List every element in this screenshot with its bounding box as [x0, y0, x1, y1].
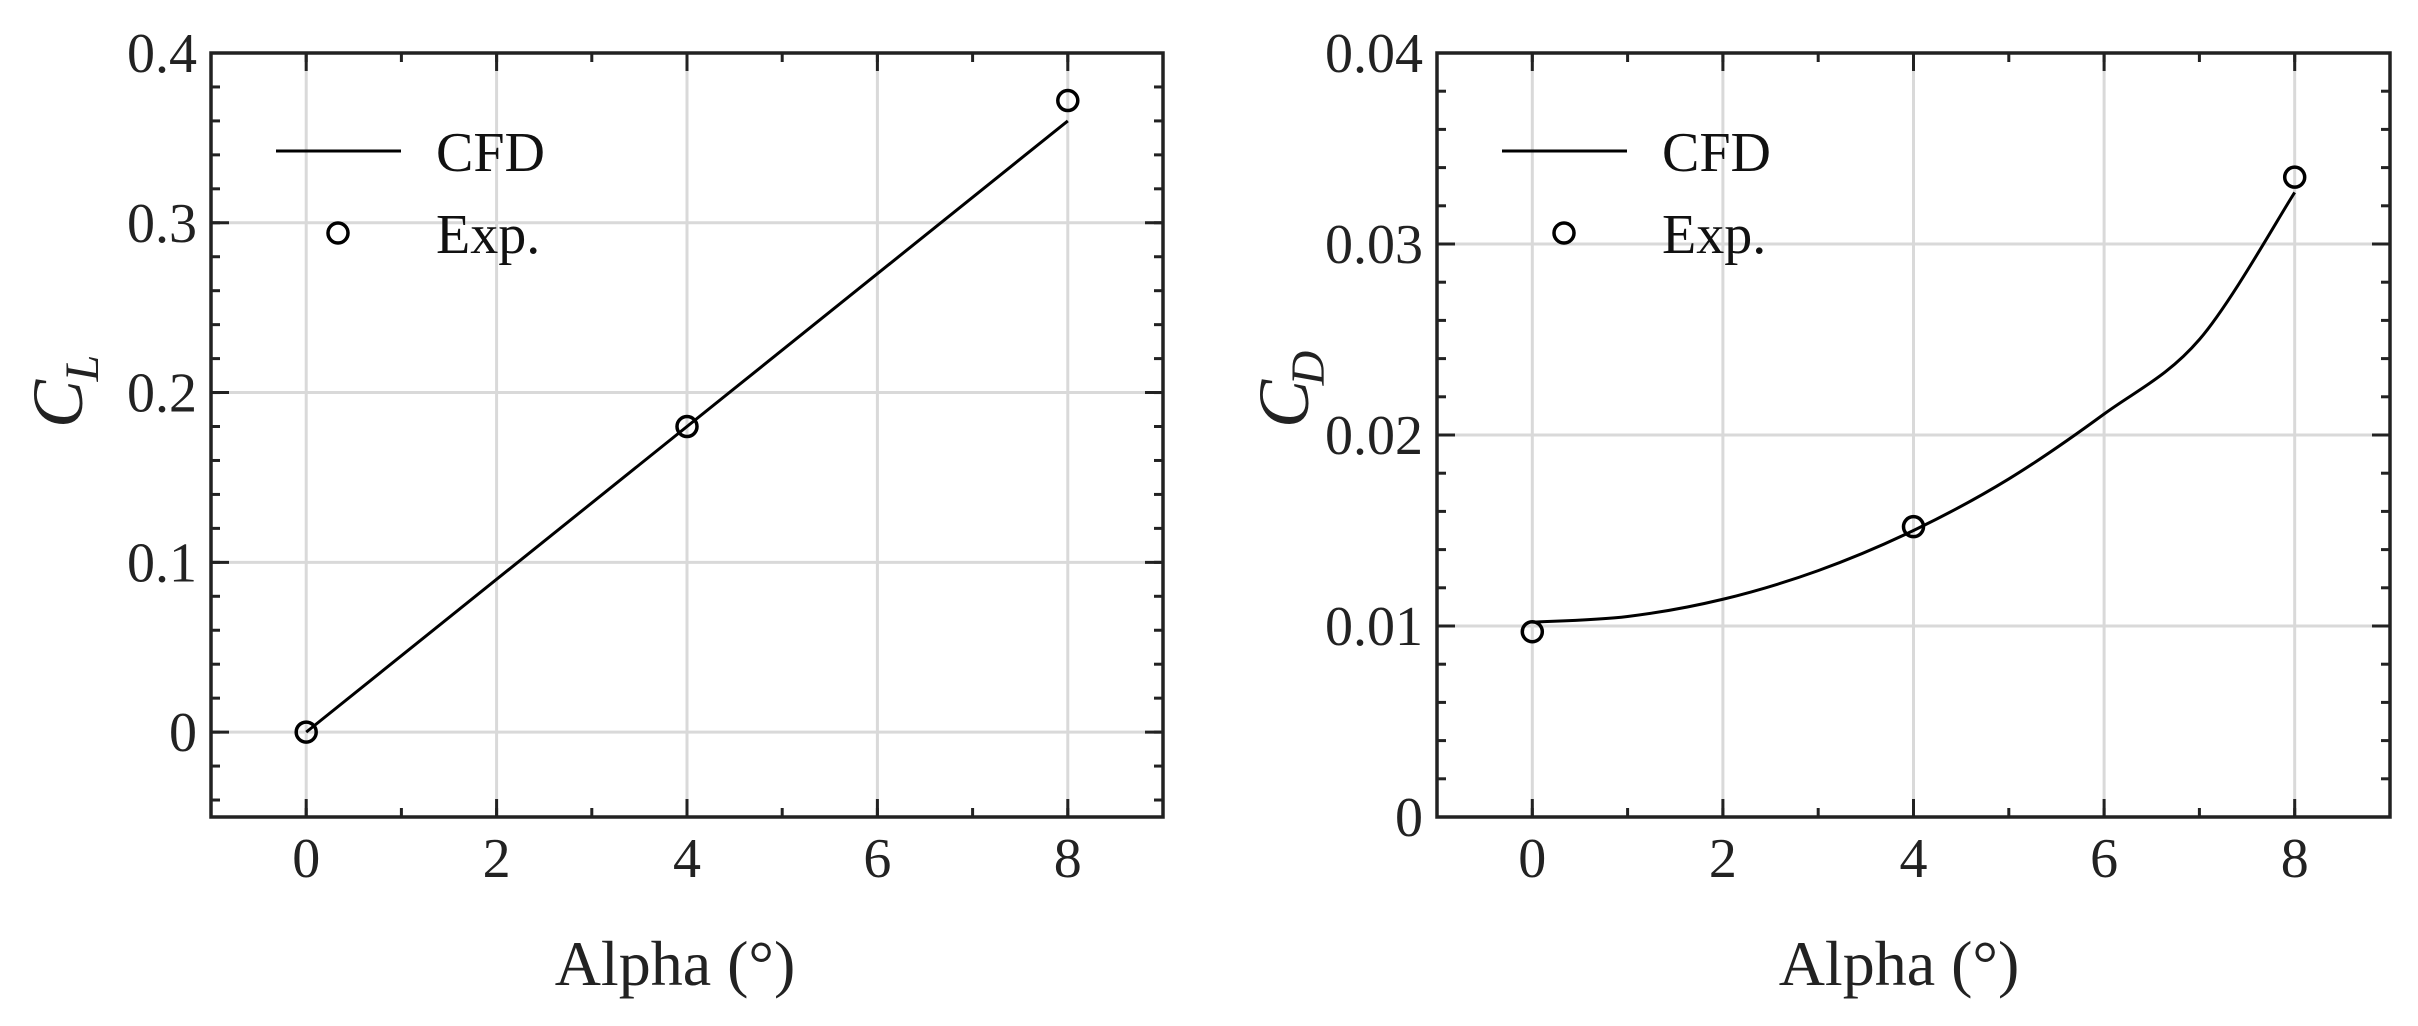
- x-tick-label: 6: [2090, 828, 2118, 890]
- data-point-exp: [1901, 514, 1926, 539]
- legend-marker-swatch: [1552, 221, 1576, 245]
- grid: [1437, 51, 2390, 819]
- y-tick-label: 0.02: [1325, 405, 1423, 467]
- legend: CFD Exp.: [276, 122, 545, 266]
- x-tick-label: 4: [673, 828, 701, 890]
- x-tick-label: 0: [292, 828, 320, 890]
- data-point-exp: [2282, 165, 2307, 189]
- legend: CFD Exp.: [1502, 122, 1771, 266]
- x-axis-title: Alpha (°): [555, 928, 796, 999]
- y-axis-title: C L: [18, 355, 109, 428]
- y-axis-title: C D: [1244, 351, 1335, 428]
- series-line-cfd: [305, 119, 1069, 734]
- legend-label: CFD: [436, 122, 545, 184]
- series: [1520, 165, 2307, 644]
- y-tick-label: 0.2: [127, 363, 197, 425]
- y-tick-label: 0.04: [1325, 23, 1423, 85]
- panel-lift-coefficient: Alpha (°) C L 0 2 4 6 8 0 0.1 0.2 0.3 0.4 CFD Exp.: [18, 23, 1165, 999]
- legend-marker-swatch: [326, 221, 350, 245]
- x-axis-title: Alpha (°): [1779, 928, 2020, 999]
- data-point-exp: [294, 720, 318, 744]
- legend-label: Exp.: [1662, 204, 1766, 266]
- x-tick-label: 8: [1054, 828, 1082, 890]
- y-tick-label: 0: [169, 702, 197, 764]
- y-tick-label: 0.01: [1325, 596, 1423, 658]
- data-point-exp: [1056, 88, 1080, 113]
- panel-drag-coefficient: Alpha (°) C D 0 2 4 6 8 0 0.01 0.02 0.03 0.04 CFD E…: [1244, 23, 2392, 999]
- series: [294, 88, 1080, 744]
- plot-frame: [209, 51, 1165, 819]
- y-axis-title-subscript: D: [1282, 351, 1335, 387]
- x-tick-label: 4: [1900, 828, 1928, 890]
- y-axis-title-symbol: C: [1244, 379, 1324, 428]
- legend-label: CFD: [1662, 122, 1771, 184]
- y-tick-label: 0.3: [127, 193, 197, 255]
- y-tick-label: 0: [1395, 787, 1423, 849]
- x-tick-label: 2: [1709, 828, 1737, 890]
- x-tick-label: 2: [483, 828, 511, 890]
- data-point-exp: [1520, 619, 1545, 644]
- y-tick-label: 0.4: [127, 23, 197, 85]
- legend-label: Exp.: [436, 204, 540, 266]
- x-tick-label: 0: [1518, 828, 1546, 890]
- plot-frame: [1435, 51, 2392, 819]
- data-point-exp: [675, 414, 699, 439]
- y-tick-label: 0.1: [127, 532, 197, 594]
- series-line-cfd: [1532, 191, 2296, 624]
- y-tick-label: 0.03: [1325, 214, 1423, 276]
- x-tick-label: 6: [863, 828, 891, 890]
- y-axis-title-subscript: L: [56, 355, 109, 383]
- x-tick-label: 8: [2281, 828, 2309, 890]
- y-axis-title-symbol: C: [18, 379, 98, 428]
